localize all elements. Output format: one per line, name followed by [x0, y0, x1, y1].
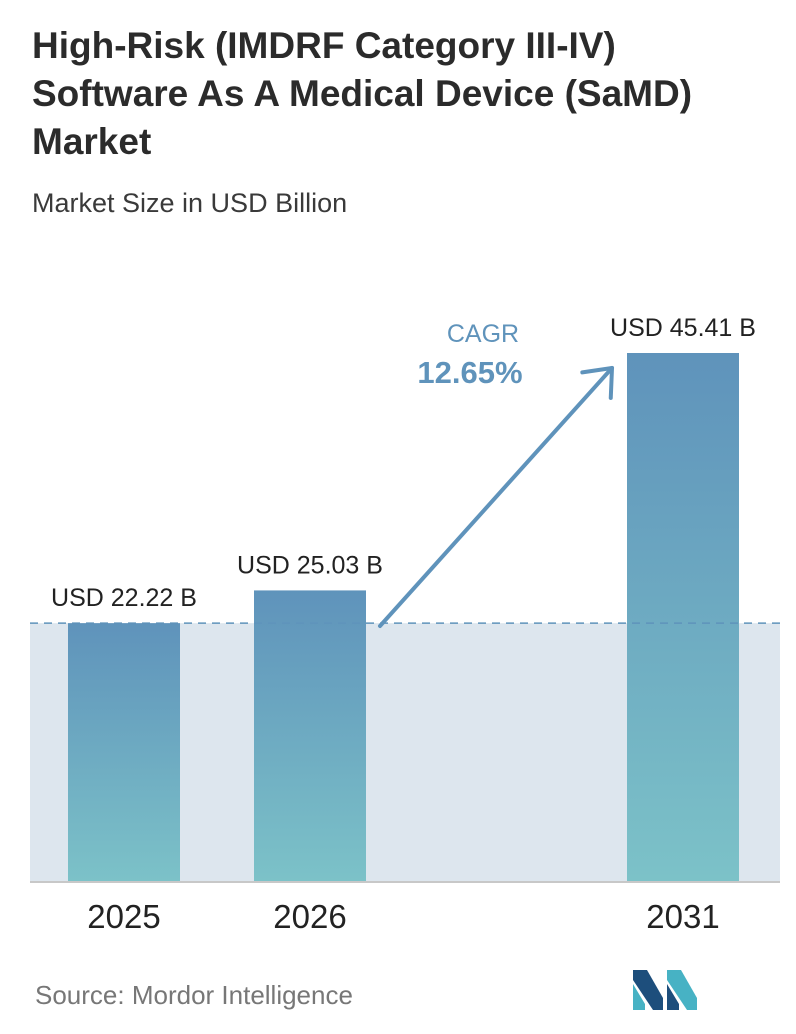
- cagr-arrow: [378, 366, 614, 628]
- source-credit: Source: Mordor Intelligence: [35, 980, 353, 1010]
- cagr-arrow-head-1: [580, 366, 614, 375]
- bar-2031: [627, 353, 739, 882]
- x-tick-label-2025: 2025: [87, 898, 160, 935]
- value-label-2031: USD 45.41 B: [610, 314, 756, 342]
- chart-title: High-Risk (IMDRF Category III-IV) Softwa…: [32, 25, 693, 162]
- x-tick-label-2026: 2026: [273, 898, 346, 935]
- mordor-intelligence-logo: [633, 970, 697, 1010]
- bar-2026: [254, 590, 366, 882]
- x-tick-label-2031: 2031: [646, 898, 719, 935]
- chart-subtitle: Market Size in USD Billion: [32, 188, 348, 218]
- value-label-2025: USD 22.22 B: [51, 584, 197, 612]
- cagr-label: CAGR: [447, 320, 519, 348]
- cagr-value: 12.65%: [417, 355, 522, 390]
- bar-chart: USD 22.22 B USD 25.03 B USD 45.41 B 2025 202…: [30, 314, 780, 935]
- value-label-2026: USD 25.03 B: [237, 551, 383, 579]
- cagr-arrow-head-0: [608, 366, 614, 400]
- bar-2025: [68, 623, 180, 882]
